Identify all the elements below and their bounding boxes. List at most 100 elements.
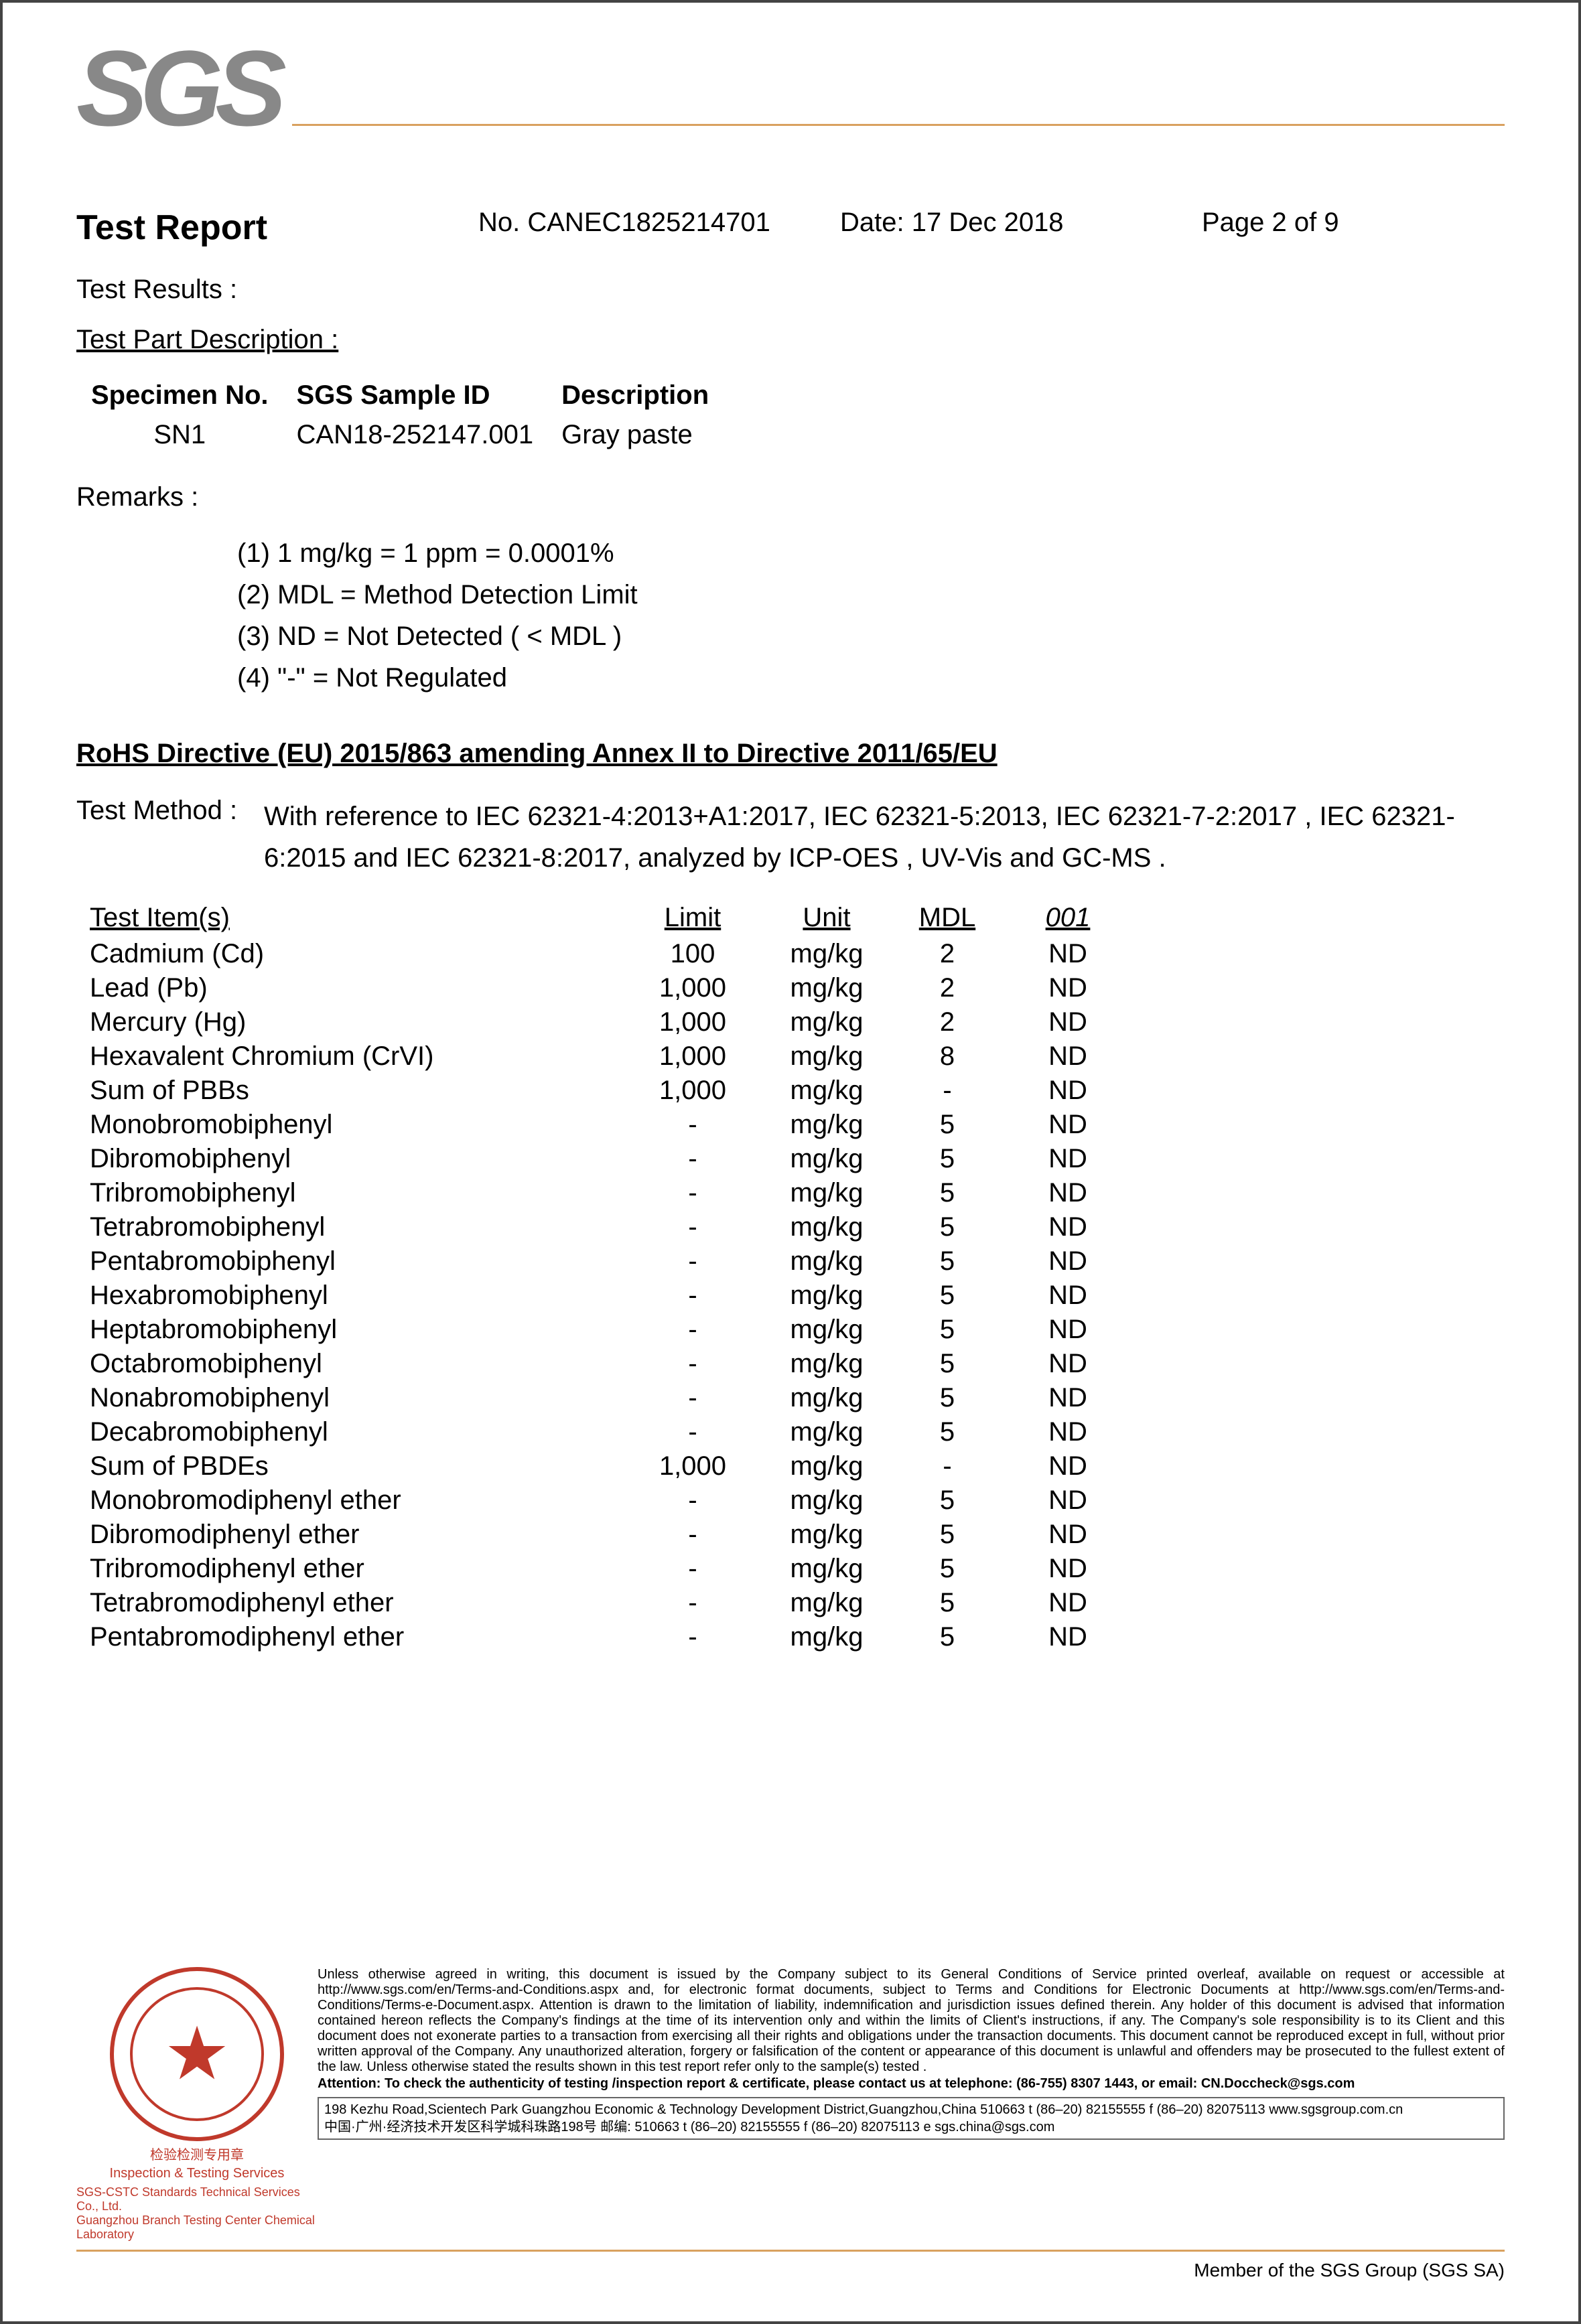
results-row: Sum of PBBs1,000mg/kg-ND <box>76 1074 1135 1108</box>
results-cell: Sum of PBDEs <box>76 1449 626 1483</box>
results-cell: Monobromobiphenyl <box>76 1108 626 1142</box>
report-number: No. CANEC1825214701 <box>478 208 840 248</box>
results-cell: Mercury (Hg) <box>76 1005 626 1039</box>
results-cell: 2 <box>894 971 1001 1005</box>
results-cell: Cadmium (Cd) <box>76 937 626 971</box>
part-desc-header: Specimen No. <box>91 376 295 415</box>
results-cell: ND <box>1001 937 1135 971</box>
results-cell: 5 <box>894 1586 1001 1620</box>
logo-row: SGS <box>76 43 1505 134</box>
results-cell: mg/kg <box>760 1381 894 1415</box>
results-cell: mg/kg <box>760 1108 894 1142</box>
results-cell: 2 <box>894 1005 1001 1039</box>
results-cell: 5 <box>894 1347 1001 1381</box>
results-cell: - <box>626 1210 760 1244</box>
sgs-logo: SGS <box>76 43 279 134</box>
results-row: Pentabromodiphenyl ether-mg/kg5ND <box>76 1620 1135 1654</box>
results-cell: - <box>626 1620 760 1654</box>
results-cell: ND <box>1001 1313 1135 1347</box>
results-cell: - <box>626 1483 760 1518</box>
results-cell: mg/kg <box>760 937 894 971</box>
report-header: Test Report No. CANEC1825214701 Date: 17… <box>76 208 1505 248</box>
results-cell: - <box>626 1313 760 1347</box>
part-desc-row: SN1CAN18-252147.001Gray paste <box>91 416 736 454</box>
results-cell: 5 <box>894 1279 1001 1313</box>
results-cell: - <box>626 1108 760 1142</box>
stamp-text-its: Inspection & Testing Services <box>76 2166 318 2181</box>
results-cell: mg/kg <box>760 1620 894 1654</box>
results-cell: 1,000 <box>626 1074 760 1108</box>
results-cell: 5 <box>894 1142 1001 1176</box>
results-cell: Hexavalent Chromium (CrVI) <box>76 1039 626 1074</box>
results-cell: Sum of PBBs <box>76 1074 626 1108</box>
legal-column: Unless otherwise agreed in writing, this… <box>318 1967 1505 2242</box>
rohs-directive-heading: RoHS Directive (EU) 2015/863 amending An… <box>76 739 1505 769</box>
results-cell: Dibromobiphenyl <box>76 1142 626 1176</box>
results-cell: Nonabromobiphenyl <box>76 1381 626 1415</box>
results-cell: mg/kg <box>760 1176 894 1210</box>
results-row: Nonabromobiphenyl-mg/kg5ND <box>76 1381 1135 1415</box>
results-cell: 5 <box>894 1313 1001 1347</box>
results-cell: 5 <box>894 1483 1001 1518</box>
part-desc-cell: SN1 <box>91 416 295 454</box>
logo-divider <box>292 124 1505 126</box>
part-description-table: Specimen No.SGS Sample IDDescription SN1… <box>90 375 737 455</box>
results-cell: ND <box>1001 1347 1135 1381</box>
results-header: Unit <box>760 899 894 937</box>
results-cell: - <box>626 1279 760 1313</box>
results-cell: mg/kg <box>760 971 894 1005</box>
results-row: Pentabromobiphenyl-mg/kg5ND <box>76 1244 1135 1279</box>
results-row: Decabromobiphenyl-mg/kg5ND <box>76 1415 1135 1449</box>
results-cell: Decabromobiphenyl <box>76 1415 626 1449</box>
results-table: Test Item(s)LimitUnitMDL001 Cadmium (Cd)… <box>76 899 1135 1654</box>
results-cell: Tetrabromodiphenyl ether <box>76 1586 626 1620</box>
part-desc-header: SGS Sample ID <box>297 376 561 415</box>
results-cell: - <box>894 1449 1001 1483</box>
results-row: Dibromodiphenyl ether-mg/kg5ND <box>76 1518 1135 1552</box>
results-cell: ND <box>1001 1074 1135 1108</box>
results-cell: ND <box>1001 1449 1135 1483</box>
company-stamp: ★ <box>110 1967 284 2141</box>
results-cell: ND <box>1001 1039 1135 1074</box>
test-method-row: Test Method : With reference to IEC 6232… <box>76 796 1505 879</box>
results-cell: ND <box>1001 1586 1135 1620</box>
page-number: Page 2 of 9 <box>1202 208 1339 248</box>
test-method-label: Test Method : <box>76 796 264 879</box>
results-cell: 5 <box>894 1381 1001 1415</box>
part-desc-cell: CAN18-252147.001 <box>297 416 561 454</box>
results-cell: 5 <box>894 1620 1001 1654</box>
results-row: Cadmium (Cd)100mg/kg2ND <box>76 937 1135 971</box>
stamp-area: ★ 检验检测专用章 Inspection & Testing Services … <box>76 1967 318 2242</box>
results-cell: Tribromodiphenyl ether <box>76 1552 626 1586</box>
results-row: Tetrabromodiphenyl ether-mg/kg5ND <box>76 1586 1135 1620</box>
results-cell: Tetrabromobiphenyl <box>76 1210 626 1244</box>
results-row: Tribromobiphenyl-mg/kg5ND <box>76 1176 1135 1210</box>
results-cell: Tribromobiphenyl <box>76 1176 626 1210</box>
results-cell: - <box>626 1415 760 1449</box>
results-cell: mg/kg <box>760 1210 894 1244</box>
results-cell: 5 <box>894 1108 1001 1142</box>
results-cell: ND <box>1001 1415 1135 1449</box>
results-cell: ND <box>1001 1142 1135 1176</box>
stamp-company-top: SGS-CSTC Standards Technical Services Co… <box>76 2185 318 2213</box>
date-label: Date: <box>840 208 912 237</box>
results-cell: Hexabromobiphenyl <box>76 1279 626 1313</box>
results-cell: 5 <box>894 1415 1001 1449</box>
remarks-label: Remarks : <box>76 482 1505 512</box>
page: SGS Test Report No. CANEC1825214701 Date… <box>0 0 1581 2324</box>
results-cell: 1,000 <box>626 1039 760 1074</box>
results-cell: ND <box>1001 1518 1135 1552</box>
footer: ★ 检验检测专用章 Inspection & Testing Services … <box>76 1967 1505 2281</box>
address-cn: 中国·广州·经济技术开发区科学城科珠路198号 邮编: 510663 t (86… <box>324 2118 1498 2136</box>
remark-item: (1) 1 mg/kg = 1 ppm = 0.0001% <box>237 532 1505 574</box>
results-cell: - <box>626 1552 760 1586</box>
results-cell: 2 <box>894 937 1001 971</box>
results-cell: 1,000 <box>626 1005 760 1039</box>
results-cell: ND <box>1001 971 1135 1005</box>
results-cell: 100 <box>626 937 760 971</box>
remark-item: (3) ND = Not Detected ( < MDL ) <box>237 615 1505 657</box>
results-cell: mg/kg <box>760 1586 894 1620</box>
address-en: 198 Kezhu Road,Scientech Park Guangzhou … <box>324 2101 1498 2118</box>
results-cell: mg/kg <box>760 1279 894 1313</box>
part-desc-header: Description <box>561 376 736 415</box>
